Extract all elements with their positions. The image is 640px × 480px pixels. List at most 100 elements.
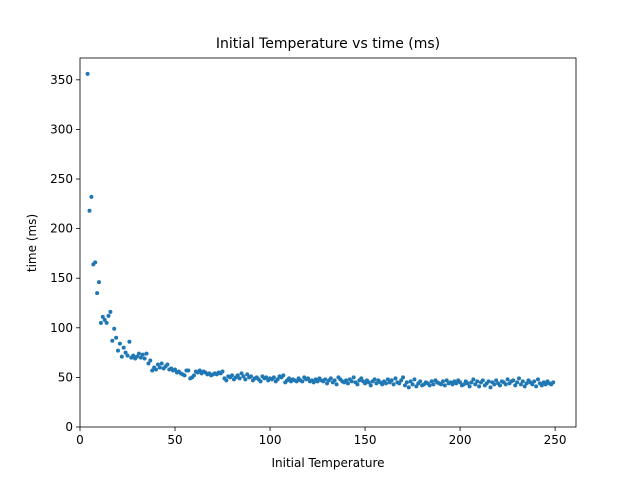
point [503, 382, 508, 387]
point [363, 381, 368, 386]
point [154, 367, 159, 372]
point [157, 365, 162, 370]
point [235, 373, 240, 378]
point [245, 372, 250, 377]
point [159, 361, 164, 366]
point [224, 378, 229, 383]
point [241, 374, 246, 379]
point [323, 377, 328, 382]
point [146, 361, 151, 366]
point [108, 309, 113, 314]
point [380, 382, 385, 387]
point [127, 339, 132, 344]
point [461, 382, 466, 387]
y-tick-label: 300 [50, 122, 73, 136]
point [535, 377, 540, 382]
x-tick-label: 200 [449, 433, 472, 447]
point [368, 383, 373, 388]
point [123, 350, 128, 355]
point [349, 379, 354, 384]
point [471, 377, 476, 382]
y-tick-label: 150 [50, 271, 73, 285]
point [359, 376, 364, 381]
y-axis-label: time (ms) [25, 214, 39, 272]
point [401, 375, 406, 380]
point [264, 375, 269, 380]
point [112, 326, 117, 331]
point [399, 378, 404, 383]
point [287, 376, 292, 381]
point [492, 382, 497, 387]
point [275, 377, 280, 382]
point [117, 341, 122, 346]
y-tick-label: 50 [58, 370, 73, 384]
point [410, 382, 415, 387]
point [524, 381, 529, 386]
point [551, 380, 556, 385]
x-tick-label: 150 [354, 433, 377, 447]
point [414, 384, 419, 389]
point [450, 382, 455, 387]
point [406, 385, 411, 390]
point [383, 381, 388, 386]
point [100, 314, 105, 319]
point [418, 379, 423, 384]
point [155, 362, 160, 367]
point [328, 376, 333, 381]
x-tick-label: 50 [167, 433, 182, 447]
point [473, 382, 478, 387]
y-tick-label: 100 [50, 321, 73, 335]
point [110, 338, 115, 343]
point [258, 379, 263, 384]
point [465, 381, 470, 386]
y-tick-label: 200 [50, 222, 73, 236]
point [543, 382, 548, 387]
point [230, 373, 235, 378]
point [516, 376, 521, 381]
point [355, 382, 360, 387]
point [429, 379, 434, 384]
point [402, 383, 407, 388]
point [140, 352, 145, 357]
point [520, 379, 525, 384]
point [119, 354, 124, 359]
point [165, 362, 170, 367]
point [332, 378, 337, 383]
point [114, 335, 119, 340]
point [93, 260, 98, 265]
point [249, 374, 254, 379]
point [439, 382, 444, 387]
point [345, 381, 350, 386]
point [539, 383, 544, 388]
point [372, 377, 377, 382]
point [239, 371, 244, 376]
point [511, 378, 516, 383]
point [393, 376, 398, 381]
point [138, 355, 143, 360]
point [475, 379, 480, 384]
point [389, 378, 394, 383]
point [220, 369, 225, 374]
point [444, 378, 449, 383]
point [334, 382, 339, 387]
chart-title: Initial Temperature vs time (ms) [216, 36, 440, 52]
point [89, 194, 94, 199]
point [192, 373, 197, 378]
point [458, 380, 463, 385]
point [351, 375, 356, 380]
point [454, 381, 459, 386]
point [440, 379, 445, 384]
y-tick-label: 350 [50, 73, 73, 87]
point [144, 351, 149, 356]
point [102, 317, 107, 322]
point [97, 280, 102, 285]
point [116, 348, 121, 353]
point [121, 345, 126, 350]
point [106, 313, 111, 318]
x-tick-label: 0 [76, 433, 84, 447]
point [315, 379, 320, 384]
x-tick-label: 250 [544, 433, 567, 447]
point [442, 383, 447, 388]
